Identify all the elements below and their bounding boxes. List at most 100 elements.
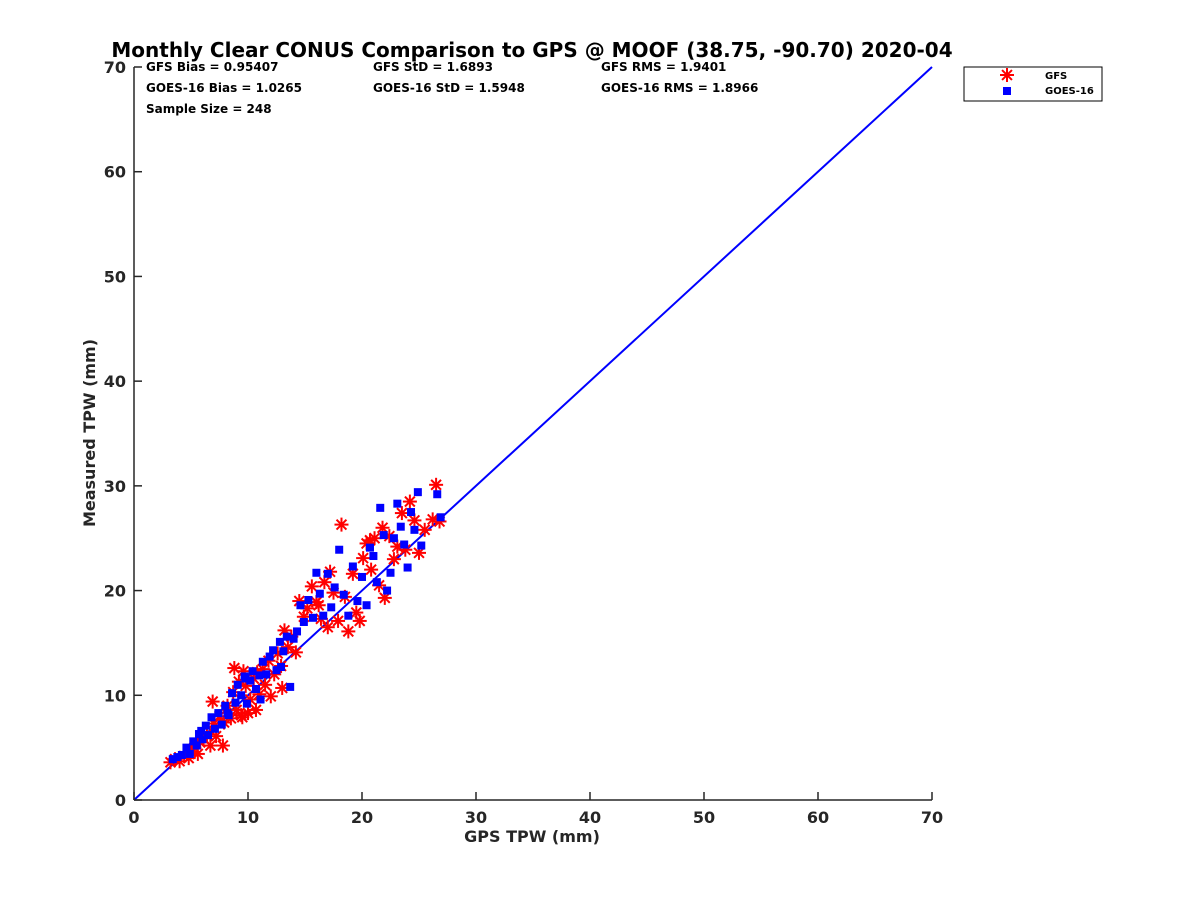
gfs-point [364,562,379,577]
goes16-point [189,737,198,746]
goes16-point [233,680,242,689]
gfs-point [331,613,346,628]
x-tick-label: 30 [465,808,487,827]
goes16-point [210,724,219,733]
goes16-point [241,674,250,683]
goes16-point [417,541,426,550]
gfs-point [311,598,326,613]
goes16-point [365,543,374,552]
goes16-point [376,503,385,512]
goes16-point [237,691,246,700]
gfs-point [205,694,220,709]
goes16-point [296,601,305,610]
goes16-point [272,666,281,675]
goes16-point [246,676,255,685]
goes16-point [289,634,298,643]
gfs-point [248,702,263,717]
gfs-point [320,620,335,635]
goes16-point [214,709,223,718]
goes16-point [383,586,392,595]
y-tick-label: 0 [115,791,126,810]
goes16-point [400,540,409,549]
x-tick-label: 50 [693,808,715,827]
y-tick-label: 70 [104,58,126,77]
goes16-point [286,682,295,691]
y-tick-label: 50 [104,267,126,286]
goes16-point [335,545,344,554]
plot-area [133,67,932,801]
legend-gfs-asterisk [1000,68,1014,82]
goes16-point [389,534,398,543]
legend-goes16-marker [1003,87,1011,95]
x-tick-label: 40 [579,808,601,827]
legend-gfs-marker [1000,68,1014,82]
goes16-point [403,563,412,572]
stat-gfs-std: GFS StD = 1.6893 [373,60,493,74]
goes16-point [362,601,371,610]
goes16-point [308,613,317,622]
gfs-point [352,613,367,628]
goes16-point [251,685,260,694]
goes16-point [436,513,445,522]
goes16-point [228,689,237,698]
goes16-point [277,663,286,672]
y-tick-label: 20 [104,582,126,601]
gfs-point [215,738,230,753]
goes16-point [348,562,357,571]
gfs-point [317,575,332,590]
x-tick-label: 60 [807,808,829,827]
goes16-series [168,488,445,764]
gfs-point [263,689,278,704]
goes16-point [358,572,366,581]
goes16-point [177,750,186,759]
gfs-point [417,522,432,537]
stat-goes-bias: GOES-16 Bias = 1.0265 [146,81,302,95]
goes16-point [396,522,405,531]
goes16-point [413,488,422,497]
goes16-point [315,589,324,598]
goes16-point [269,646,278,655]
gfs-point [398,542,413,557]
gfs-point [258,677,273,692]
stats-block: GFS Bias = 0.95407 GFS StD = 1.6893 GFS … [146,60,758,116]
axis-ticks: 0 10 20 30 40 50 60 70 0 10 20 30 40 50 60 70 [104,58,943,827]
goes16-point [312,568,321,577]
stat-gfs-rms: GFS RMS = 1.9401 [601,60,726,74]
gfs-point [407,513,422,528]
goes16-point [207,713,216,722]
goes16-point [255,671,264,680]
goes16-point [201,721,210,730]
stat-sample-size: Sample Size = 248 [146,102,272,116]
goes16-point [279,647,288,656]
goes16-point [173,753,182,762]
stat-goes-std: GOES-16 StD = 1.5948 [373,81,525,95]
legend-gfs-label: GFS [1045,71,1067,82]
gfs-point [334,517,349,532]
goes16-point [242,699,251,708]
gfs-point [227,661,242,676]
gfs-point [288,645,303,660]
goes16-point [262,670,271,679]
gfs-point [429,477,444,492]
goes16-point [319,611,328,620]
gfs-point [356,551,371,566]
goes16-point [221,701,230,710]
goes16-point [182,743,191,752]
goes16-point [265,652,274,661]
goes16-point [369,552,378,561]
gfs-point [304,579,319,594]
x-tick-label: 70 [921,808,943,827]
goes16-point [339,590,348,599]
goes16-point [353,597,362,606]
gfs-point [362,533,377,548]
y-tick-label: 10 [104,686,126,705]
x-axis-label: GPS TPW (mm) [464,827,600,846]
goes16-point [256,695,265,704]
goes16-point [386,568,395,577]
goes16-point [344,611,353,620]
goes16-point [407,508,416,517]
y-tick-label: 30 [104,477,126,496]
goes16-point [372,578,381,587]
goes16-point [282,632,291,641]
gfs-point [394,506,409,521]
